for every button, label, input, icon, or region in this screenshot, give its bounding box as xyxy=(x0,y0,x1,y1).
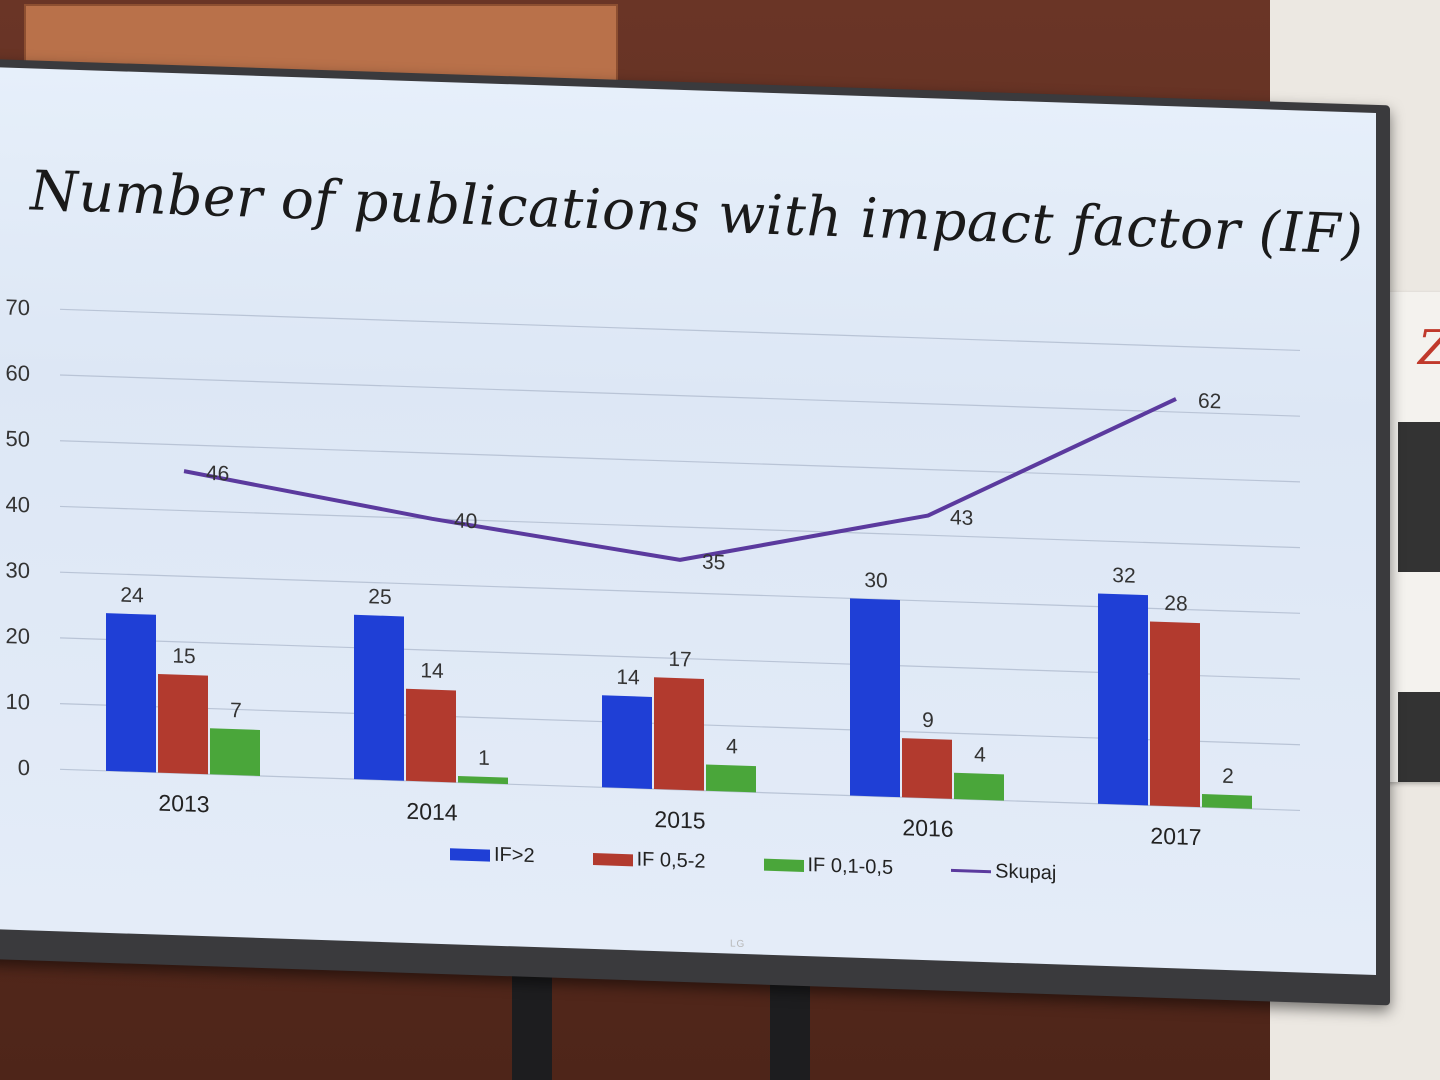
legend-swatch xyxy=(763,858,804,872)
bar-data-label: 7 xyxy=(230,699,242,722)
x-tick-label: 2013 xyxy=(158,790,209,818)
bar-data-label: 4 xyxy=(974,743,986,766)
bar xyxy=(954,772,1004,801)
bar-data-label: 32 xyxy=(1112,564,1135,588)
gridline xyxy=(60,571,1300,614)
tv-screen: Number of publications with impact facto… xyxy=(0,66,1376,975)
y-tick-label: 10 xyxy=(6,689,30,715)
bar-data-label: 14 xyxy=(420,659,444,683)
line-data-label: 35 xyxy=(702,551,725,575)
chart-plot: 0102030405060702415720132514120141417420… xyxy=(6,295,1300,850)
bar-data-label: 24 xyxy=(120,584,144,608)
bar-data-label: 14 xyxy=(616,666,640,690)
bar xyxy=(902,738,952,799)
gridline xyxy=(60,440,1300,483)
legend-swatch xyxy=(592,852,633,866)
y-tick-label: 0 xyxy=(18,755,30,780)
bar-data-label: 4 xyxy=(726,735,738,758)
line-data-label: 46 xyxy=(206,462,229,486)
bar xyxy=(706,764,756,793)
legend-label: Skupaj xyxy=(995,860,1057,885)
bar-data-label: 30 xyxy=(864,569,887,593)
bar xyxy=(1098,593,1148,806)
gridline xyxy=(60,637,1300,680)
y-tick-label: 50 xyxy=(6,426,30,452)
calendar-page xyxy=(1398,692,1440,782)
line-data-label: 62 xyxy=(1198,390,1221,414)
bar xyxy=(354,614,404,781)
bar xyxy=(602,695,652,789)
calendar-logo-icon: Z xyxy=(1418,320,1440,376)
x-tick-label: 2017 xyxy=(1150,822,1201,850)
y-tick-label: 40 xyxy=(6,492,30,518)
bar-data-label: 1 xyxy=(478,747,490,770)
bar xyxy=(158,673,208,775)
y-tick-label: 70 xyxy=(6,295,30,321)
legend-label: IF 0,5-2 xyxy=(636,848,706,873)
y-tick-label: 20 xyxy=(6,623,30,649)
bar-data-label: 15 xyxy=(172,644,195,668)
bar-data-label: 9 xyxy=(922,709,934,732)
bar xyxy=(106,613,156,773)
line-data-label: 40 xyxy=(454,510,477,534)
tv-brand-logo: LG xyxy=(730,938,746,951)
bar-data-label: 17 xyxy=(668,648,691,672)
x-tick-label: 2015 xyxy=(654,806,705,834)
legend-item-skupaj: Skupaj xyxy=(951,859,1056,885)
legend-label: IF>2 xyxy=(494,843,535,868)
calendar-page xyxy=(1398,422,1440,572)
line-series-skupaj xyxy=(183,397,1177,562)
gridline xyxy=(60,505,1300,549)
bar xyxy=(1150,621,1200,808)
legend-line-swatch xyxy=(951,868,992,874)
line-data-label: 43 xyxy=(950,506,973,530)
bar-data-label: 25 xyxy=(368,585,391,609)
bar xyxy=(406,688,456,783)
bar xyxy=(654,677,704,791)
legend-swatch xyxy=(450,847,490,862)
wall-calendar: Z xyxy=(1388,292,1440,782)
legend-item-if-0-5-2: IF 0,5-2 xyxy=(592,847,706,874)
bar-data-label: 2 xyxy=(1222,765,1234,788)
gridline xyxy=(60,374,1300,417)
bar-data-label: 28 xyxy=(1164,592,1187,616)
x-tick-label: 2016 xyxy=(902,814,953,842)
bar xyxy=(850,598,900,798)
x-tick-label: 2014 xyxy=(406,798,457,826)
bar xyxy=(458,775,508,785)
gridline xyxy=(60,308,1300,352)
tv-bezel: Number of publications with impact facto… xyxy=(0,58,1390,1006)
legend-item-if-0-1-0-5: IF 0,1-0,5 xyxy=(763,853,894,880)
legend-item-if-gt-2: IF>2 xyxy=(450,842,535,868)
bar xyxy=(210,728,260,776)
y-tick-label: 60 xyxy=(6,360,30,386)
y-tick-label: 30 xyxy=(6,557,30,583)
legend-label: IF 0,1-0,5 xyxy=(807,854,894,879)
bar xyxy=(1202,794,1252,809)
